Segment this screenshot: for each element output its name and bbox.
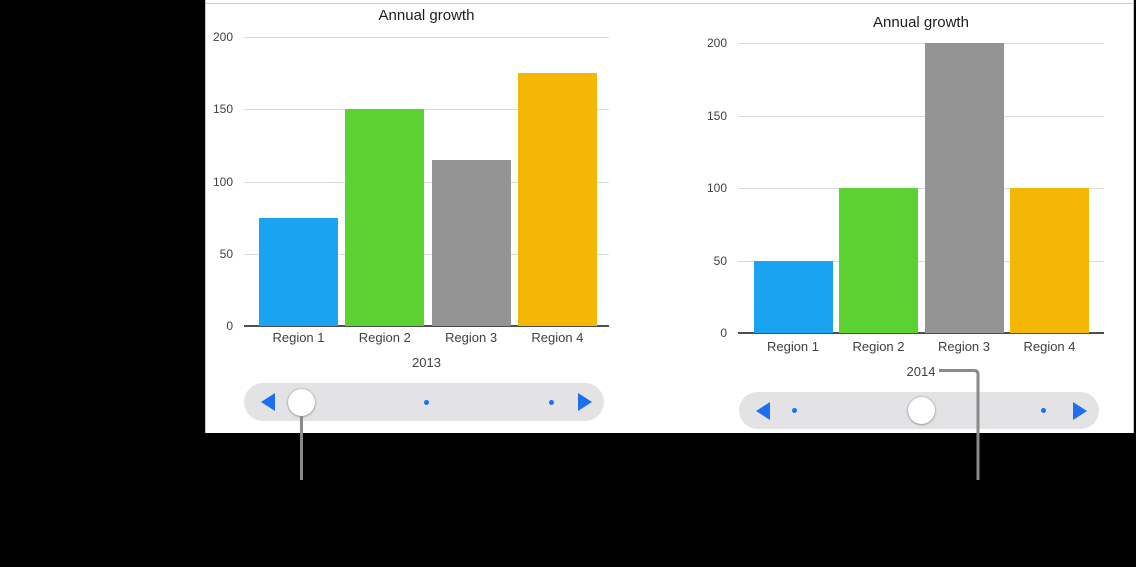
bar-chart-2014: Annual growth 0 50 100 150 200 Region 1 Region… xyxy=(206,0,1133,433)
scrubber-position-dot[interactable] xyxy=(548,399,554,405)
y-axis-tick-label: 0 xyxy=(226,319,233,333)
triangle-right-icon[interactable] xyxy=(1073,401,1087,420)
gridline xyxy=(738,115,1104,117)
panel-top-divider xyxy=(206,3,1133,4)
x-axis-title: 2013 xyxy=(412,355,441,370)
gridline xyxy=(244,37,609,38)
triangle-left-icon[interactable] xyxy=(756,401,770,420)
interactive-chart-scrubber[interactable] xyxy=(739,392,1099,429)
x-axis-category-label: Region 1 xyxy=(272,330,325,345)
y-axis-tick-label: 200 xyxy=(212,30,233,44)
x-axis-title: 2014 xyxy=(906,364,936,379)
gridline xyxy=(738,43,1104,44)
triangle-left-icon[interactable] xyxy=(261,393,275,411)
x-axis-category-label: Region 3 xyxy=(445,330,498,345)
bar-region-1 xyxy=(259,217,338,326)
x-axis-category-label: Region 1 xyxy=(766,339,820,354)
gridline xyxy=(738,260,1104,262)
gridline xyxy=(244,109,609,111)
bar-region-4 xyxy=(517,73,597,326)
chart-title: Annual growth xyxy=(378,7,475,24)
y-axis-tick-label: 0 xyxy=(720,326,727,340)
bar-region-1 xyxy=(753,260,833,333)
bar-region-4 xyxy=(1010,188,1089,333)
x-axis-line xyxy=(244,325,609,327)
x-axis-category-label: Region 4 xyxy=(1023,339,1076,354)
plot-area: 0 50 100 150 200 Region 1 Region 2 Region 3 Regi… xyxy=(206,0,1133,433)
scrubber-position-dot[interactable] xyxy=(423,399,429,405)
scrubber-position-dot[interactable] xyxy=(791,408,797,413)
chart-title: Annual growth xyxy=(873,14,969,31)
gridline xyxy=(738,188,1104,189)
scrubber-position-dot[interactable] xyxy=(1040,408,1046,413)
y-axis-tick-label: 50 xyxy=(219,246,233,261)
gridline xyxy=(244,181,609,183)
x-axis-line xyxy=(738,332,1104,334)
scrubber-thumb[interactable] xyxy=(287,388,315,416)
y-axis-tick-label: 50 xyxy=(713,253,727,268)
bar-region-2 xyxy=(345,109,425,326)
gridline xyxy=(244,253,609,255)
bar-region-2 xyxy=(839,188,918,333)
bar-chart-2013: Annual growth 0 50 100 150 200 Region 1 Region… xyxy=(206,0,1133,433)
y-axis-tick-label: 150 xyxy=(212,102,233,117)
y-axis-tick-label: 150 xyxy=(706,108,727,123)
triangle-right-icon[interactable] xyxy=(578,393,592,411)
plot-area: 0 50 100 150 200 Region 1 Region 2 Region 3 Regi… xyxy=(206,0,1133,433)
y-axis-tick-label: 100 xyxy=(212,174,233,189)
y-axis-tick-label: 100 xyxy=(706,181,727,195)
interactive-chart-scrubber[interactable] xyxy=(244,383,604,421)
x-axis-category-label: Region 2 xyxy=(358,330,411,345)
x-axis-category-label: Region 4 xyxy=(531,330,584,345)
app-screenshot-panel: Annual growth 0 50 100 150 200 Region 1 Region… xyxy=(205,0,1134,433)
y-axis-tick-label: 200 xyxy=(706,36,727,50)
bar-region-3 xyxy=(431,159,511,326)
x-axis-category-label: Region 2 xyxy=(852,339,905,354)
bar-region-3 xyxy=(924,43,1004,333)
x-axis-category-label: Region 3 xyxy=(937,339,991,354)
scrubber-thumb[interactable] xyxy=(907,397,935,424)
